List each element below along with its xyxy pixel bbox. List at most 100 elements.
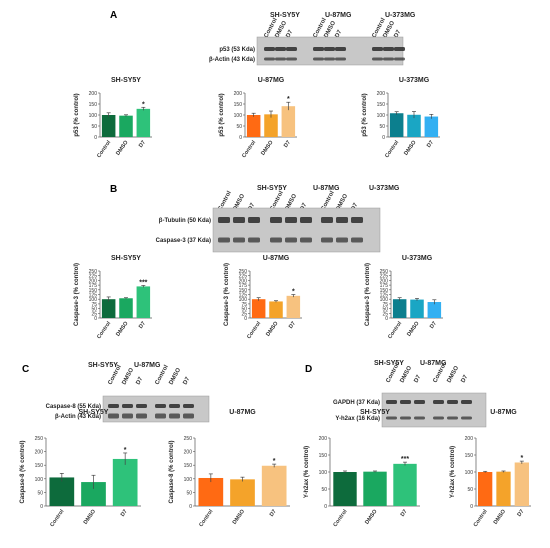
y-axis-label: Caspase-3 (% control) [365, 263, 371, 326]
y-tick-label: 100 [89, 297, 98, 303]
blot-lane-label: D7 [350, 202, 359, 212]
bar [230, 479, 255, 506]
y-tick-label: 25 [91, 311, 97, 317]
blot-row-label: β-Tubulin (50 Kda) [159, 218, 211, 224]
y-tick-label: 150 [377, 102, 386, 108]
blot-band [108, 413, 119, 419]
x-tick-label: Control [333, 508, 349, 528]
blot-band [136, 413, 147, 419]
blot-band [351, 217, 363, 223]
bar [407, 114, 421, 137]
y-tick-label: 200 [377, 91, 386, 97]
y-tick-label: 100 [380, 297, 389, 303]
significance-marker: * [142, 101, 145, 108]
blot-band [169, 404, 180, 408]
blot-lane-label: DMSO [399, 365, 413, 384]
blot-row-label: β-Actin (43 Kda) [55, 414, 101, 420]
blot-band [383, 47, 394, 51]
significance-marker: * [124, 447, 127, 454]
chart-title: SH-SY5Y [111, 77, 141, 84]
y-tick-label: 25 [241, 311, 247, 317]
x-tick-label: D7 [283, 140, 292, 149]
blot-band [414, 416, 425, 420]
blot-group-label: U-373MG [385, 12, 416, 19]
blot-lane-label: D7 [460, 374, 469, 384]
x-tick-label: D7 [429, 321, 438, 330]
y-tick-label: 250 [184, 436, 193, 442]
significance-marker: * [292, 289, 295, 296]
y-tick-label: 100 [184, 477, 193, 483]
panel-letter: B [110, 184, 117, 195]
y-tick-label: 175 [89, 283, 98, 289]
y-tick-label: 0 [244, 316, 247, 322]
blot-band [286, 57, 297, 61]
bar [112, 458, 138, 506]
x-tick-label: Control [246, 320, 262, 340]
x-tick-label: Control [96, 139, 112, 159]
y-tick-label: 125 [89, 293, 98, 299]
blot-row-label: Y-h2ax (16 Kda) [335, 416, 380, 422]
bar [261, 465, 287, 506]
y-tick-label: 25 [382, 311, 388, 317]
y-tick-label: 250 [380, 269, 389, 275]
panel-letter: D [305, 364, 312, 375]
y-tick-label: 0 [94, 135, 97, 141]
blot-group-label: U-87MG [325, 12, 352, 19]
y-tick-label: 0 [239, 135, 242, 141]
y-tick-label: 250 [35, 436, 44, 442]
blot-lane-label: D7 [247, 202, 256, 212]
blot-band [155, 404, 166, 408]
blot-band [270, 217, 282, 223]
blot-band [400, 416, 411, 420]
blot-band [183, 413, 194, 419]
x-tick-label: D7 [138, 321, 147, 330]
bar-chart: U-373MG 0 50 100 150 200 p53 (% control) Contro… [362, 77, 440, 159]
blot-band [155, 413, 166, 419]
blot-band [285, 237, 297, 243]
bar [281, 106, 296, 137]
blot-band [336, 217, 348, 223]
panel-letter: C [22, 364, 29, 375]
bar [333, 472, 357, 506]
y-tick-label: 50 [379, 124, 385, 130]
y-tick-label: 150 [239, 288, 248, 294]
bar [264, 114, 278, 137]
blot-band [248, 237, 260, 243]
blot-band [313, 47, 324, 51]
blot-group-label: U-87MG [420, 360, 447, 367]
blot-band [414, 400, 425, 404]
blot-band [394, 57, 405, 61]
blot-band [108, 404, 119, 408]
y-axis-label: p53 (% control) [74, 93, 80, 136]
blot-group-label: SH-SY5Y [270, 12, 300, 19]
bar [392, 299, 407, 318]
blot-band [275, 47, 286, 51]
chart-title: U-87MG [263, 255, 290, 262]
y-tick-label: 175 [380, 283, 389, 289]
blot-band [218, 237, 230, 243]
y-tick-label: 0 [40, 504, 43, 510]
blot-band [218, 217, 230, 223]
x-tick-label: Control [241, 139, 257, 159]
y-tick-label: 200 [89, 278, 98, 284]
blot-band [447, 416, 458, 420]
y-tick-label: 50 [241, 307, 247, 313]
blot-band [286, 47, 297, 51]
blot-band [394, 47, 405, 51]
blot-band [433, 416, 444, 420]
blot-lane-label: D7 [299, 202, 308, 212]
blot-membrane [212, 207, 381, 253]
significance-marker: * [287, 96, 290, 103]
blot-band [351, 237, 363, 243]
blot-band [433, 400, 444, 404]
y-tick-label: 100 [465, 470, 474, 476]
x-tick-label: Control [387, 320, 403, 340]
y-tick-label: 200 [184, 450, 193, 456]
blot-band [372, 47, 383, 51]
y-tick-label: 150 [184, 463, 193, 469]
